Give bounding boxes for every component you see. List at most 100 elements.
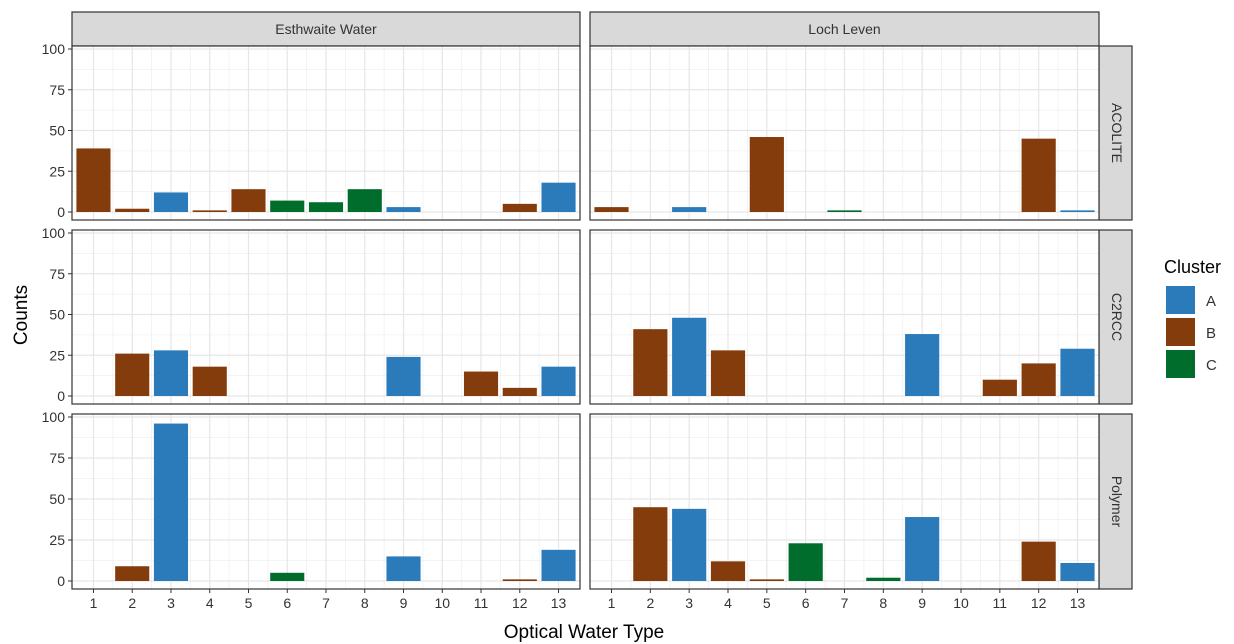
x-tick-label: 3 xyxy=(167,595,175,611)
y-tick-label: 100 xyxy=(42,409,66,425)
x-tick-label: 5 xyxy=(245,595,253,611)
row-strip xyxy=(1098,229,1133,405)
y-tick-label: 50 xyxy=(49,491,65,507)
bar-a xyxy=(1060,210,1095,212)
bar-a xyxy=(672,207,707,212)
row-strip-label: ACOLITE xyxy=(1109,103,1125,163)
panel-polymer-loch-leven: 1 2 3 4 5 6 7 8 9 10 11 12 13 xyxy=(589,413,1100,611)
bar-b xyxy=(1021,363,1056,396)
bar-a xyxy=(1060,562,1095,581)
bar-c xyxy=(270,572,305,581)
bar-b xyxy=(231,189,266,212)
bar-b xyxy=(192,366,227,396)
bar-b xyxy=(594,207,629,212)
x-tick-label: 8 xyxy=(879,595,887,611)
x-tick-label: 7 xyxy=(322,595,330,611)
bar-b xyxy=(115,353,150,396)
x-tick-label: 9 xyxy=(918,595,926,611)
panel-acolite-loch-leven xyxy=(589,45,1100,221)
bar-c xyxy=(788,543,823,581)
y-tick-label: 50 xyxy=(49,307,65,323)
y-tick-label: 100 xyxy=(42,41,66,57)
y-tick-label: 0 xyxy=(57,388,65,404)
bar-b xyxy=(115,208,150,212)
legend-label: A xyxy=(1206,293,1216,310)
x-tick-label: 11 xyxy=(993,595,1008,611)
bar-b xyxy=(633,329,668,396)
x-tick-label: 12 xyxy=(1031,595,1047,611)
y-tick-label: 75 xyxy=(49,450,65,466)
panel-border xyxy=(589,229,1100,405)
bar-a xyxy=(153,350,189,396)
row-strip-label: Polymer xyxy=(1109,476,1125,528)
x-tick-label: 2 xyxy=(646,595,654,611)
x-tick-label: 2 xyxy=(128,595,136,611)
y-tick-label: 100 xyxy=(42,225,66,241)
x-tick-label: 1 xyxy=(608,595,616,611)
x-axis-title: Optical Water Type xyxy=(504,622,665,643)
bar-b xyxy=(1021,138,1056,212)
bar-b xyxy=(633,507,668,581)
panel-c2rcc-esthwaite-water: 0 25 50 75 100 xyxy=(42,225,581,405)
bar-a xyxy=(386,556,421,581)
bar-c xyxy=(308,202,344,212)
bar-b xyxy=(502,387,537,396)
bar-c xyxy=(270,200,305,212)
bar-c xyxy=(866,577,901,581)
panel-acolite-esthwaite-water: 0 25 50 75 100 xyxy=(42,41,581,221)
bar-a xyxy=(672,317,707,396)
row-strip xyxy=(1098,413,1133,590)
x-tick-label: 6 xyxy=(802,595,810,611)
bar-a xyxy=(386,356,421,396)
panel-border xyxy=(71,45,581,221)
x-tick-label: 10 xyxy=(953,595,969,611)
bar-b xyxy=(982,379,1017,396)
bar-b xyxy=(192,210,227,212)
bar-a xyxy=(153,423,189,581)
bar-a xyxy=(386,207,421,212)
x-tick-label: 1 xyxy=(90,595,98,611)
x-tick-label: 4 xyxy=(206,595,214,611)
y-tick-label: 25 xyxy=(49,163,65,179)
legend-label: C xyxy=(1206,357,1217,374)
bar-a xyxy=(905,517,940,581)
y-tick-label: 75 xyxy=(49,82,65,98)
x-tick-label: 6 xyxy=(283,595,291,611)
y-tick-label: 25 xyxy=(49,347,65,363)
x-tick-label: 5 xyxy=(763,595,771,611)
bar-a xyxy=(1060,348,1095,396)
y-tick-label: 0 xyxy=(57,204,65,220)
column-strip-label: Loch Leven xyxy=(808,21,880,37)
bar-c xyxy=(347,189,382,212)
legend-label: B xyxy=(1206,325,1216,342)
y-tick-label: 75 xyxy=(49,266,65,282)
x-tick-label: 10 xyxy=(434,595,450,611)
x-tick-label: 12 xyxy=(512,595,528,611)
bar-b xyxy=(749,137,784,212)
x-tick-label: 13 xyxy=(551,595,567,611)
legend-swatch-a xyxy=(1166,286,1195,314)
bar-b xyxy=(115,566,150,581)
bar-b xyxy=(502,579,537,581)
panel-border xyxy=(71,229,581,405)
y-axis-title: Counts xyxy=(11,285,32,345)
bar-b xyxy=(1021,541,1056,581)
y-tick-label: 25 xyxy=(49,532,65,548)
bar-a xyxy=(541,366,576,396)
y-tick-label: 0 xyxy=(57,573,65,589)
column-strip xyxy=(71,11,581,47)
bar-b xyxy=(463,371,499,396)
bar-a xyxy=(541,549,576,581)
legend-title: Cluster xyxy=(1164,257,1221,277)
x-tick-label: 4 xyxy=(724,595,732,611)
bar-a xyxy=(541,182,576,212)
bar-c xyxy=(827,210,862,212)
column-strip-label: Esthwaite Water xyxy=(275,21,377,37)
bar-b xyxy=(502,203,537,212)
column-strip xyxy=(589,11,1100,47)
bar-a xyxy=(672,508,707,581)
bar-b xyxy=(710,561,746,581)
x-tick-label: 11 xyxy=(474,595,489,611)
